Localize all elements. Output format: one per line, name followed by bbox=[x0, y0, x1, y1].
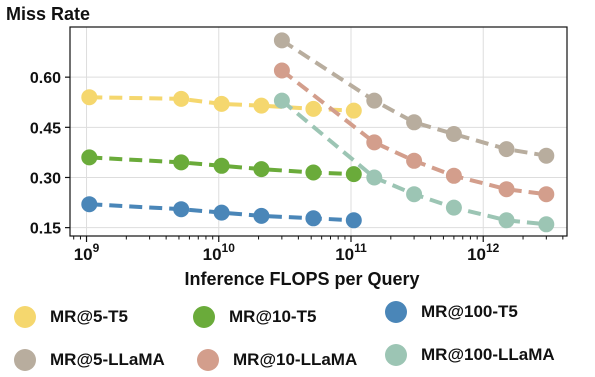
legend-label-mr100-t5: MR@100-T5 bbox=[421, 302, 518, 321]
y-tick-label: 0.15 bbox=[30, 221, 61, 238]
data-point bbox=[173, 154, 190, 171]
data-point bbox=[406, 152, 423, 169]
x-tick-exponent: 10 bbox=[222, 241, 236, 255]
data-point bbox=[253, 97, 270, 114]
data-point bbox=[538, 216, 555, 233]
data-point bbox=[538, 186, 555, 203]
data-point bbox=[498, 141, 515, 158]
legend-item-mr10-llama: MR@10-LLaMA bbox=[197, 349, 357, 371]
data-point bbox=[253, 161, 270, 178]
data-point bbox=[445, 126, 462, 142]
data-point bbox=[305, 164, 322, 181]
legend-dot-mr10-t5 bbox=[193, 306, 215, 328]
data-point bbox=[81, 89, 98, 106]
data-point bbox=[81, 149, 98, 166]
series-mr-5-t5 bbox=[81, 89, 362, 119]
x-tick-base: 10 bbox=[467, 245, 486, 264]
legend-dot-mr10-llama bbox=[197, 349, 219, 371]
data-point bbox=[366, 169, 383, 186]
data-point bbox=[366, 134, 383, 151]
data-point bbox=[273, 92, 290, 109]
plot-frame bbox=[69, 26, 568, 237]
x-tick-label: 1012 bbox=[467, 241, 500, 264]
legend-dot-mr100-t5 bbox=[385, 301, 407, 323]
data-point bbox=[366, 92, 383, 109]
series-mr-10-t5 bbox=[81, 149, 362, 183]
legend-item-mr5-t5: MR@5-T5 bbox=[14, 306, 128, 328]
x-axis-ticks: 109 1010 1011 1012 bbox=[73, 236, 564, 264]
data-point bbox=[538, 147, 555, 164]
x-tick-exponent: 11 bbox=[354, 241, 367, 255]
data-point bbox=[173, 201, 190, 218]
series-mr-10-llama bbox=[273, 62, 555, 203]
data-point bbox=[445, 167, 462, 184]
data-point bbox=[273, 62, 290, 79]
legend-dot-mr100-llama bbox=[385, 344, 407, 366]
series-mr-100-t5 bbox=[81, 196, 362, 229]
data-point bbox=[253, 207, 270, 224]
x-tick-base: 10 bbox=[335, 245, 354, 264]
legend-dot-mr5-t5 bbox=[14, 306, 36, 328]
y-tick-label: 0.60 bbox=[30, 70, 61, 87]
legend-label-mr5-t5: MR@5-T5 bbox=[50, 307, 128, 326]
legend-label-mr10-t5: MR@10-T5 bbox=[229, 307, 317, 326]
legend-item-mr100-llama: MR@100-LLaMA bbox=[385, 344, 555, 366]
data-point bbox=[345, 212, 362, 229]
series-mr-100-llama bbox=[273, 92, 555, 233]
legend-label-mr100-llama: MR@100-LLaMA bbox=[421, 345, 555, 364]
data-point bbox=[273, 32, 290, 49]
x-tick-exponent: 12 bbox=[486, 241, 500, 255]
x-tick-label: 1010 bbox=[203, 241, 236, 264]
y-tick-label: 0.30 bbox=[30, 170, 61, 187]
legend-item-mr100-t5: MR@100-T5 bbox=[385, 301, 518, 323]
data-point bbox=[406, 186, 423, 203]
x-tick-label: 1011 bbox=[335, 241, 367, 264]
data-point bbox=[305, 100, 322, 117]
series-line bbox=[280, 38, 547, 158]
series-layer bbox=[81, 32, 555, 233]
x-tick-exponent: 9 bbox=[93, 241, 100, 255]
y-axis-ticks: 0.15 0.30 0.45 0.60 bbox=[30, 70, 70, 238]
data-point bbox=[213, 204, 230, 221]
data-point bbox=[406, 114, 423, 131]
data-point bbox=[345, 102, 362, 119]
y-axis-title: Miss Rate bbox=[6, 4, 90, 24]
data-point bbox=[81, 196, 98, 213]
data-point bbox=[213, 157, 230, 174]
legend-label-mr5-llama: MR@5-LLaMA bbox=[50, 350, 165, 369]
data-point bbox=[498, 181, 515, 198]
data-point bbox=[173, 90, 190, 107]
x-tick-label: 109 bbox=[74, 241, 100, 264]
legend-item-mr10-t5: MR@10-T5 bbox=[193, 306, 316, 328]
legend-item-mr5-llama: MR@5-LLaMA bbox=[14, 349, 165, 371]
series-mr-5-llama bbox=[273, 32, 555, 164]
data-point bbox=[213, 95, 230, 112]
data-point bbox=[345, 166, 362, 183]
x-axis-title: Inference FLOPS per Query bbox=[184, 269, 419, 289]
x-tick-base: 10 bbox=[74, 245, 93, 264]
data-point bbox=[445, 199, 462, 216]
x-tick-base: 10 bbox=[203, 245, 222, 264]
y-tick-label: 0.45 bbox=[30, 120, 61, 137]
legend-label-mr10-llama: MR@10-LLaMA bbox=[233, 350, 358, 369]
legend-dot-mr5-llama bbox=[14, 349, 36, 371]
data-point bbox=[305, 210, 322, 227]
data-point bbox=[498, 212, 515, 229]
